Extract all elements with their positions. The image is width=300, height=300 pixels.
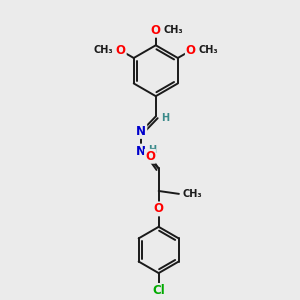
Text: CH₃: CH₃: [182, 189, 202, 199]
Text: N: N: [136, 125, 146, 138]
Text: N: N: [136, 145, 146, 158]
Text: H: H: [148, 145, 156, 155]
Text: CH₃: CH₃: [199, 46, 219, 56]
Text: O: O: [145, 150, 155, 163]
Text: Cl: Cl: [152, 284, 165, 297]
Text: CH₃: CH₃: [164, 25, 184, 35]
Text: O: O: [154, 202, 164, 215]
Text: O: O: [116, 44, 126, 57]
Text: H: H: [161, 113, 169, 123]
Text: O: O: [151, 24, 161, 37]
Text: CH₃: CH₃: [93, 46, 112, 56]
Text: O: O: [186, 44, 196, 57]
